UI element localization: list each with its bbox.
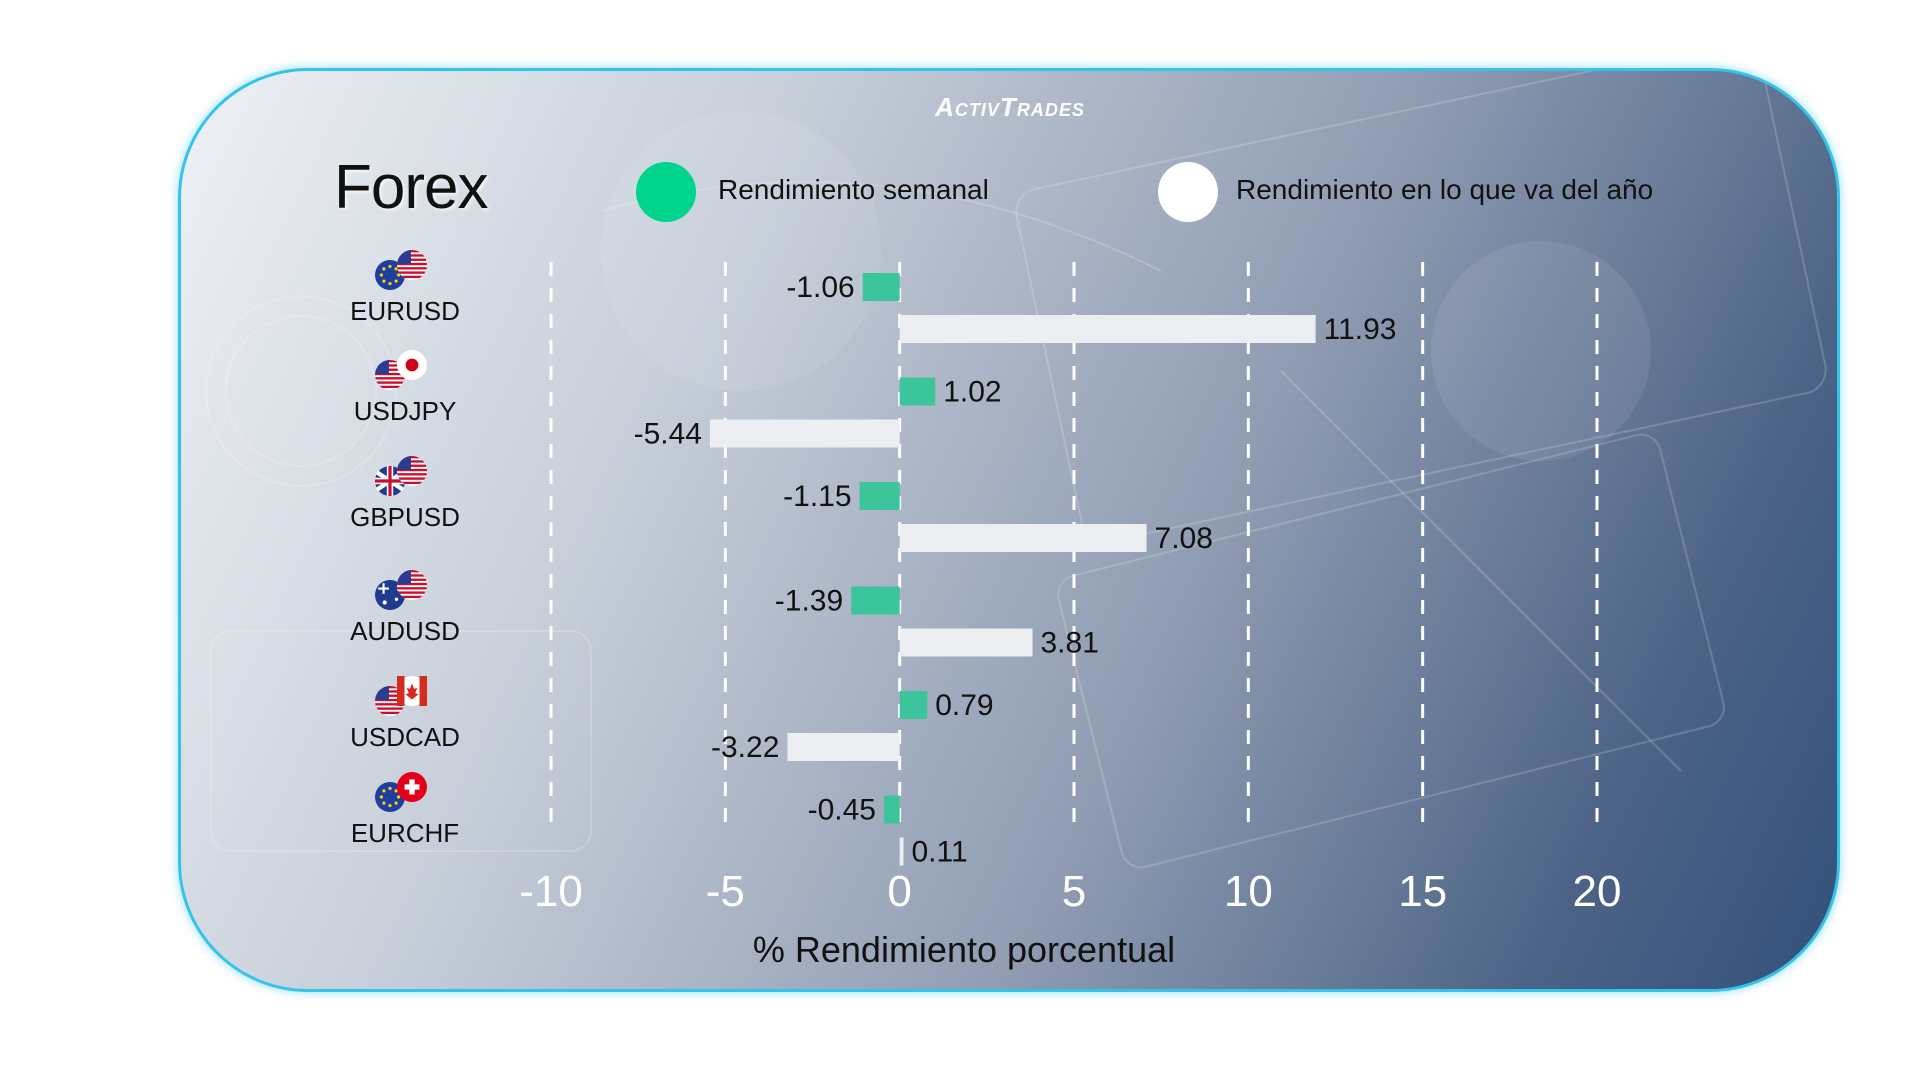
activtrades-logo: ActivTrades [935,92,1085,122]
x-tick-label: -10 [519,867,583,916]
ytd-bar [787,733,900,761]
weekly-bar [899,691,928,719]
ytd-bar-label: -5.44 [634,418,702,451]
us-flag-icon [397,456,427,486]
ytd-bar-label: 3.81 [1041,627,1099,660]
currency-pair: EURCHF [340,772,470,849]
pair-flags [375,250,435,292]
x-tick-label: 20 [1573,867,1622,916]
weekly-bar-label: 1.02 [943,376,1001,409]
weekly-bar [859,482,900,510]
pair-flags [375,350,435,392]
ytd-bar [899,628,1033,657]
ca-flag-icon [397,676,427,706]
pair-flags [375,456,435,498]
weekly-bar [851,586,900,615]
legend-weekly-label: Rendimiento semanal [718,174,989,205]
jp-flag-icon [397,350,427,380]
ytd-bar [709,419,900,448]
bars [709,273,1316,866]
ytd-bar-label: 7.08 [1155,522,1213,555]
weekly-bar [862,273,900,301]
currency-pair: USDJPY [340,350,470,427]
legend-ytd-label: Rendimiento en lo que va del año [1236,174,1654,205]
ytd-bar-label: -3.22 [711,731,779,764]
weekly-bar [899,377,936,406]
pair-label: EURCHF [350,818,460,848]
legend-weekly-swatch [636,162,696,222]
value-labels: -1.06 11.93 1.02 -5.44 -1.15 7.08 -1.39 3.81 0.7… [634,271,1397,869]
x-tick-labels: -10 -5 0 5 10 15 20 [519,867,1621,916]
weekly-bar-label: -0.45 [808,794,876,827]
pair-label: USDJPY [353,396,457,426]
x-tick-label: 5 [1062,867,1086,916]
us-flag-icon [397,570,427,600]
weekly-bar-label: 0.79 [935,689,993,722]
pair-label: GBPUSD [350,502,460,532]
x-tick-label: 0 [887,867,911,916]
ytd-bar [899,315,1316,343]
x-tick-label: -5 [706,867,745,916]
currency-pair: GBPUSD [340,456,470,533]
weekly-bar-label: -1.15 [783,480,851,513]
ytd-bar [899,837,904,866]
weekly-bar-label: -1.06 [786,271,854,304]
ytd-bar [899,524,1147,552]
currency-pair: AUDUSD [340,570,470,647]
pair-flags [375,570,435,612]
currency-pair: USDCAD [340,676,470,753]
x-axis-label: % Rendimiento porcentual [753,929,1175,970]
pair-label: USDCAD [350,722,460,752]
legend-ytd-swatch [1158,162,1218,222]
pair-flags [375,676,435,718]
weekly-bar-label: -1.39 [775,585,843,618]
chart-title: Forex [334,153,488,222]
x-tick-label: 15 [1398,867,1447,916]
pair-label: EURUSD [350,296,460,326]
us-flag-icon [397,250,427,280]
pair-flags [375,772,435,814]
ytd-bar-label: 11.93 [1324,313,1397,346]
ch-flag-icon [397,772,427,802]
x-tick-label: 10 [1224,867,1273,916]
pair-label: AUDUSD [350,616,460,646]
weekly-bar [883,795,900,824]
ytd-bar-label: 0.11 [912,836,968,869]
currency-pair: EURUSD [340,250,470,327]
